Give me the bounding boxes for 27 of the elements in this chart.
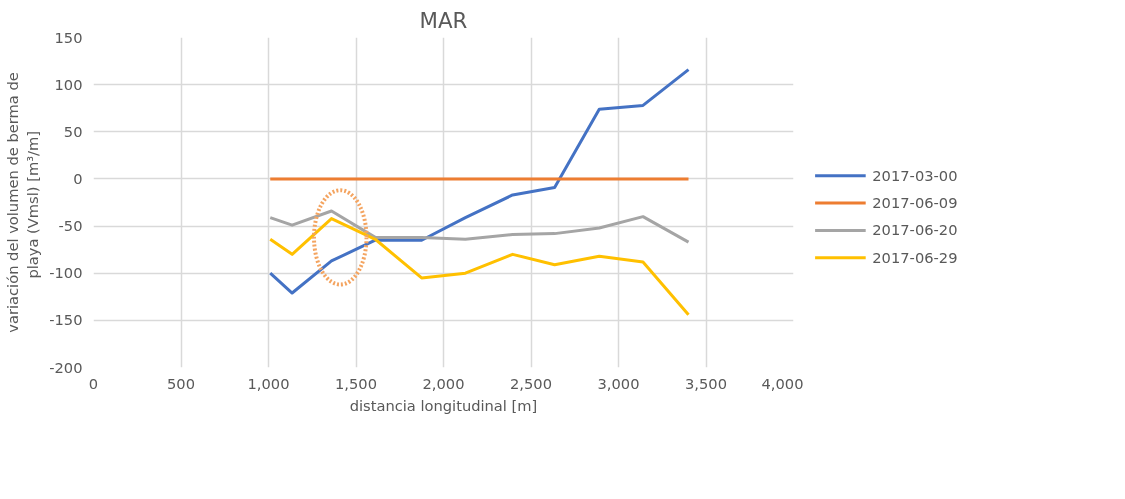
- line-series: [268, 217, 690, 317]
- x-tick-label: 500: [167, 374, 195, 392]
- y-tick-label: -200: [49, 358, 83, 376]
- x-tick-label: 3,000: [597, 374, 640, 392]
- x-tick-label: 2,000: [422, 374, 465, 392]
- x-tick-label: 1,500: [335, 374, 377, 392]
- y-tick-label: 50: [63, 122, 83, 140]
- y-tick-label: -100: [49, 264, 83, 282]
- y-tick-label: 100: [54, 75, 83, 93]
- line-series: [268, 68, 690, 295]
- line-series: [268, 209, 690, 244]
- legend-label: 2017-06-29: [872, 248, 958, 266]
- legend-label: 2017-06-20: [872, 221, 958, 239]
- chart-title: MAR: [419, 7, 468, 33]
- legend-label: 2017-03-00: [872, 166, 958, 184]
- x-tick-label: 1,000: [247, 374, 290, 392]
- x-axis-title: distancia longitudinal [m]: [349, 396, 538, 414]
- y-tick-label: 150: [54, 28, 83, 46]
- x-tick-label: 0: [88, 374, 99, 392]
- y-axis-title: variación del volumen de berma de playa (Vmsl) [m³/m]: [3, 72, 42, 333]
- legend-label: 2017-06-09: [872, 194, 958, 212]
- y-tick-label: 0: [73, 169, 83, 187]
- x-tick-label: 3,500: [685, 374, 727, 392]
- y-tick-label: -150: [49, 311, 83, 329]
- y-tick-label: -50: [58, 217, 83, 235]
- x-tick-label: 4,000: [761, 374, 804, 392]
- x-tick-label: 2,500: [510, 374, 552, 392]
